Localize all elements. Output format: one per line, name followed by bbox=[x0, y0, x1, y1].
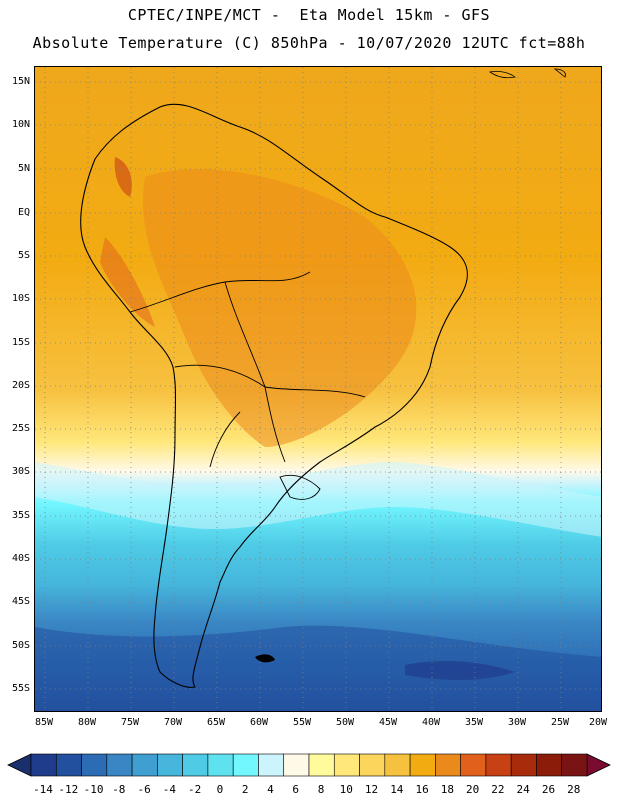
colorbar-swatch bbox=[258, 753, 285, 777]
colorbar-swatch bbox=[131, 753, 158, 777]
colorbar-swatch bbox=[207, 753, 234, 777]
colorbar-swatch bbox=[308, 753, 335, 777]
colorbar-tick-label: 0 bbox=[216, 783, 224, 796]
colorbar-swatch bbox=[359, 753, 386, 777]
colorbar-under-arrow bbox=[7, 753, 32, 777]
warm-patch-west bbox=[100, 237, 155, 327]
colorbar-tick-label: -4 bbox=[162, 783, 176, 796]
colorbar-tick-label: 26 bbox=[541, 783, 556, 796]
lat-label-5n: 5N bbox=[17, 163, 30, 174]
colorbar-tick-label: -2 bbox=[188, 783, 202, 796]
colorbar-tick-label: 24 bbox=[516, 783, 530, 796]
lon-label-75w: 75W bbox=[120, 717, 140, 728]
lon-label-65w: 65W bbox=[206, 717, 226, 728]
lon-label-80w: 80W bbox=[77, 717, 97, 728]
lon-label-60w: 60W bbox=[249, 717, 269, 728]
colorbar-tick-label: 12 bbox=[364, 783, 379, 796]
colorbar-tick-label: -8 bbox=[112, 783, 126, 796]
colorbar-swatch bbox=[536, 753, 563, 777]
colorbar-tick-label: 20 bbox=[466, 783, 480, 796]
uruguay-outline bbox=[279, 474, 321, 500]
temperature-colorbar bbox=[7, 753, 611, 777]
lat-label-5s: 5S bbox=[17, 250, 30, 261]
lon-label-50w: 50W bbox=[335, 717, 355, 728]
colorbar-tick-label: 8 bbox=[317, 783, 325, 796]
colorbar-swatches bbox=[30, 753, 588, 777]
lat-label-45s: 45S bbox=[11, 596, 30, 607]
colorbar-tick-label: 4 bbox=[267, 783, 274, 796]
lat-label-30s: 30S bbox=[11, 466, 30, 477]
warm-patch-north bbox=[114, 157, 132, 197]
lon-label-70w: 70W bbox=[163, 717, 183, 728]
lat-label-55s: 55S bbox=[11, 683, 30, 694]
temperature-field-svg bbox=[35, 67, 601, 711]
colorbar-swatch bbox=[485, 753, 512, 777]
colorbar-swatch bbox=[333, 753, 360, 777]
lat-label-10n: 10N bbox=[11, 119, 30, 130]
lon-label-25w: 25W bbox=[550, 717, 570, 728]
cold-southern-area bbox=[35, 625, 601, 711]
colorbar-tick-label: -12 bbox=[58, 783, 79, 796]
lat-label-35s: 35S bbox=[11, 510, 30, 521]
colorbar-over-arrow bbox=[586, 753, 611, 777]
colorbar-swatch bbox=[55, 753, 82, 777]
colorbar-swatch bbox=[435, 753, 461, 777]
lat-label-50s: 50S bbox=[11, 640, 30, 651]
falkland-islands bbox=[255, 654, 275, 663]
colorbar-swatch bbox=[409, 753, 436, 777]
colorbar-swatch bbox=[157, 753, 183, 777]
map-title-line2: Absolute Temperature (C) 850hPa - 10/07/… bbox=[32, 34, 586, 52]
colorbar-tick-label: -14 bbox=[33, 783, 53, 796]
colorbar-tick-label: 28 bbox=[567, 783, 581, 796]
colorbar-tick-label: -6 bbox=[137, 783, 151, 796]
cold-patch-south-atlantic bbox=[405, 661, 515, 680]
country-borders bbox=[129, 271, 366, 468]
colorbar-tick-label: 18 bbox=[440, 783, 454, 796]
lon-label-40w: 40W bbox=[421, 717, 441, 728]
colorbar-tick-label: 2 bbox=[241, 783, 249, 796]
warm-core-area bbox=[143, 169, 417, 447]
colorbar-tick-label: 22 bbox=[491, 783, 505, 796]
lon-label-85w: 85W bbox=[34, 717, 54, 728]
colorbar-swatch bbox=[283, 753, 310, 777]
lat-label-20s: 20S bbox=[11, 380, 30, 391]
lon-label-30w: 30W bbox=[507, 717, 527, 728]
colorbar-tick-label: 10 bbox=[339, 783, 353, 796]
colorbar-swatch bbox=[232, 753, 259, 777]
cool-front-band bbox=[35, 462, 601, 537]
lat-label-15n: 15N bbox=[11, 76, 30, 87]
lat-label-40s: 40S bbox=[11, 553, 30, 564]
temperature-map bbox=[34, 66, 602, 712]
lat-label-15s: 15S bbox=[11, 337, 30, 348]
lat-label-eq: EQ bbox=[17, 207, 30, 218]
colorbar-swatch bbox=[81, 753, 108, 777]
colorbar-swatch bbox=[182, 753, 209, 777]
colorbar-swatch bbox=[106, 753, 133, 777]
colorbar-swatch bbox=[384, 753, 411, 777]
south-america-coastline bbox=[80, 103, 468, 688]
caribbean-islands bbox=[489, 68, 566, 79]
lat-label-25s: 25S bbox=[11, 423, 30, 434]
colorbar-swatch bbox=[460, 753, 487, 777]
colorbar-tick-label: 6 bbox=[292, 783, 300, 796]
map-title-line1: CPTEC/INPE/MCT - Eta Model 15km - GFS bbox=[127, 6, 491, 24]
colorbar-tick-label: 14 bbox=[390, 783, 404, 796]
colorbar-swatch bbox=[510, 753, 537, 777]
lon-label-45w: 45W bbox=[378, 717, 398, 728]
lat-label-10s: 10S bbox=[11, 293, 30, 304]
lon-label-55w: 55W bbox=[292, 717, 312, 728]
colorbar-swatch bbox=[561, 753, 588, 777]
lon-label-35w: 35W bbox=[464, 717, 484, 728]
colorbar-swatch bbox=[30, 753, 57, 777]
colorbar-tick-label: -10 bbox=[83, 783, 104, 796]
colorbar-tick-label: 16 bbox=[415, 783, 429, 796]
lon-label-20w: 20W bbox=[588, 717, 608, 728]
